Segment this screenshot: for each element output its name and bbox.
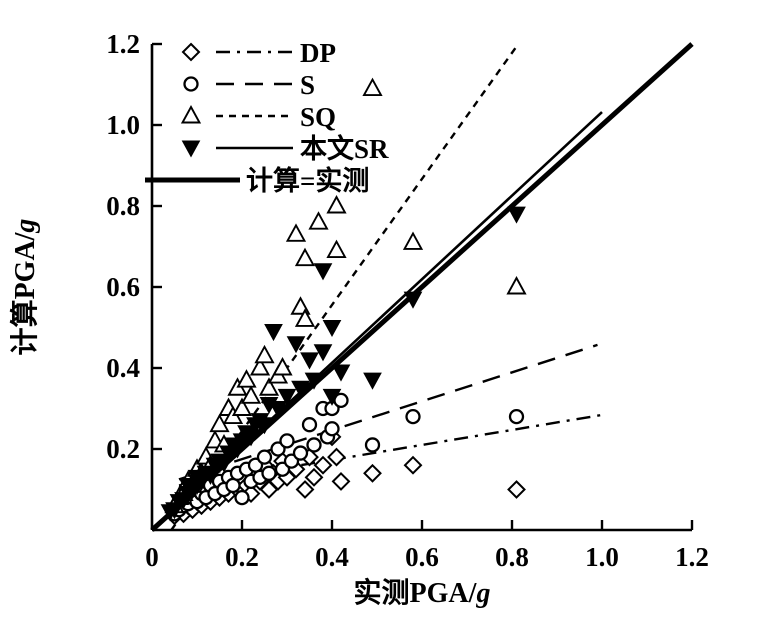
triangle-up-marker xyxy=(254,344,275,364)
triangle-up-marker xyxy=(240,385,262,404)
triangle-up-marker xyxy=(231,397,253,416)
diamond-marker xyxy=(363,463,382,483)
SQ-fit-line xyxy=(170,43,520,531)
legend-label: DP xyxy=(300,38,336,68)
legend-label: 计算=实测 xyxy=(246,165,369,196)
triangle-down-marker xyxy=(322,388,342,406)
triangle-down-marker xyxy=(313,263,333,281)
triangle-down-marker xyxy=(268,401,288,419)
x-tick-label: 0.4 xyxy=(315,542,349,572)
y-axis-label: 计算PGA/g xyxy=(8,219,41,356)
triangle-down-marker xyxy=(255,417,274,435)
triangle-up-marker xyxy=(326,239,347,258)
y-tick-label: 0.2 xyxy=(106,434,140,464)
circle-marker xyxy=(256,449,273,465)
triangle-up-marker xyxy=(362,77,383,96)
triangle-down-marker xyxy=(507,206,526,224)
x-axis-label: 实测PGA/g xyxy=(354,576,491,609)
legend-entry-SR: 本文SR xyxy=(181,133,389,164)
circle-marker xyxy=(183,76,199,92)
diamond-marker xyxy=(327,447,346,467)
circle-marker xyxy=(261,465,277,481)
triangle-up-marker xyxy=(272,357,293,376)
triangle-down-marker xyxy=(403,291,423,309)
legend-label: S xyxy=(300,70,315,100)
series-SQ-line xyxy=(170,43,520,531)
y-tick-label: 1.2 xyxy=(106,29,140,59)
circle-marker xyxy=(306,437,322,453)
legend-label: 本文SR xyxy=(300,133,389,164)
diamond-marker xyxy=(181,42,201,62)
y-tick-label: 1.0 xyxy=(106,110,140,140)
triangle-down-marker xyxy=(322,320,342,338)
legend-entry-equality: 计算=实测 xyxy=(145,165,369,196)
triangle-up-marker xyxy=(506,276,527,295)
triangle-up-marker xyxy=(402,231,424,250)
x-tick-label: 0.6 xyxy=(405,542,439,572)
triangle-down-marker xyxy=(300,352,319,370)
circle-marker xyxy=(279,433,295,449)
diamond-marker xyxy=(331,471,351,491)
triangle-up-marker xyxy=(308,211,329,230)
x-tick-label: 1.2 xyxy=(675,542,709,572)
legend-entry-DP: DP xyxy=(181,38,336,68)
series-SR-markers xyxy=(160,206,526,522)
S-fit-line xyxy=(178,343,598,481)
legend-entry-SQ: SQ xyxy=(180,102,336,132)
y-tick-label: 0.8 xyxy=(106,191,140,221)
triangle-up-marker xyxy=(294,308,316,327)
circle-marker xyxy=(324,421,340,437)
legend-label: SQ xyxy=(300,102,336,132)
y-tick-label: 0.6 xyxy=(106,272,140,302)
triangle-up-marker xyxy=(180,105,202,124)
triangle-down-marker xyxy=(277,388,297,406)
diamond-marker xyxy=(295,480,315,499)
series-SQ-markers xyxy=(164,77,527,514)
triangle-down-marker xyxy=(291,380,310,398)
circle-marker xyxy=(364,437,381,453)
circle-marker xyxy=(301,417,318,433)
legend-entry-S: S xyxy=(183,70,315,100)
y-tick-label: 0.4 xyxy=(106,353,140,383)
triangle-up-marker xyxy=(326,195,347,214)
triangle-down-marker xyxy=(286,336,306,354)
x-tick-label: 0 xyxy=(145,542,159,572)
axes: 0 0.2 0.4 0.6 0.8 1.0 1.2 0.2 0.4 0.6 0.8 1.0 1.2 实测P… xyxy=(8,29,709,609)
triangle-down-marker xyxy=(181,140,201,158)
diamond-marker xyxy=(507,480,526,499)
circle-marker xyxy=(292,445,309,461)
triangle-down-marker xyxy=(313,344,333,362)
triangle-up-marker xyxy=(249,357,271,376)
triangle-down-marker xyxy=(363,372,382,390)
triangle-down-marker xyxy=(304,372,324,390)
circle-marker xyxy=(508,408,525,425)
triangle-down-marker xyxy=(264,324,283,342)
x-tick-label: 0.8 xyxy=(495,542,529,572)
circle-marker xyxy=(405,408,421,425)
triangle-up-marker xyxy=(294,247,316,267)
diamond-marker xyxy=(313,455,333,475)
series-S-line xyxy=(178,343,598,481)
circle-marker xyxy=(234,489,250,506)
diamond-marker xyxy=(403,455,423,475)
triangle-up-marker xyxy=(285,223,307,242)
triangle-up-marker xyxy=(258,377,280,396)
triangle-up-marker xyxy=(236,369,257,388)
x-tick-label: 0.2 xyxy=(225,542,259,572)
diamond-marker xyxy=(304,467,324,487)
triangle-down-marker xyxy=(331,364,351,382)
x-tick-label: 1.0 xyxy=(585,542,619,572)
